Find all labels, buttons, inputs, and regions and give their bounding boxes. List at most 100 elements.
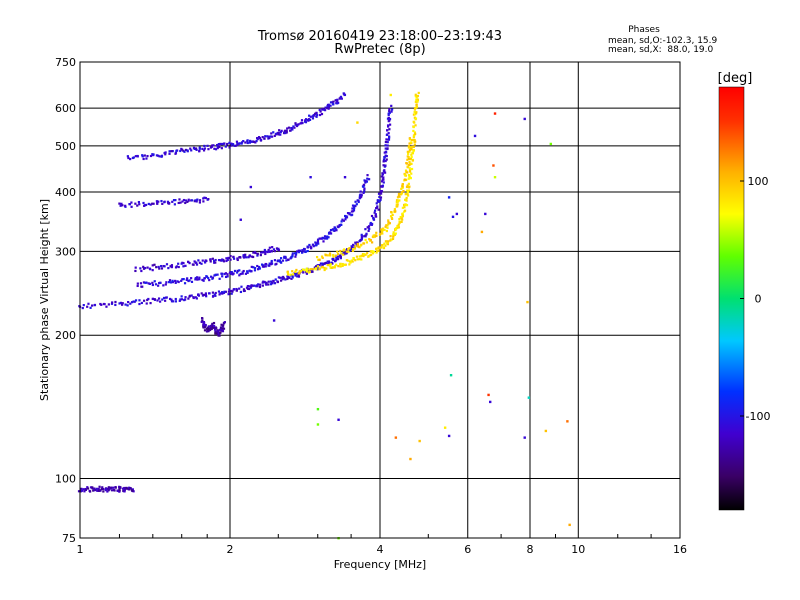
data-point	[398, 220, 401, 223]
data-point	[382, 160, 385, 163]
data-point	[244, 272, 248, 275]
data-point	[143, 266, 147, 270]
data-point	[163, 201, 166, 204]
data-point	[412, 136, 415, 139]
data-point	[326, 106, 329, 110]
data-point	[394, 228, 398, 231]
data-point	[83, 490, 86, 493]
data-point	[380, 192, 383, 195]
data-point	[332, 257, 335, 260]
data-point	[366, 252, 369, 255]
data-point	[172, 300, 175, 303]
data-point	[309, 175, 312, 179]
data-point	[304, 250, 307, 254]
data-point	[345, 252, 348, 255]
data-point	[348, 263, 351, 266]
data-point	[210, 145, 213, 148]
data-point	[110, 302, 114, 305]
data-point	[203, 260, 207, 263]
data-point	[222, 327, 226, 330]
data-point	[203, 326, 206, 329]
data-point	[300, 269, 303, 273]
data-point	[405, 162, 409, 165]
data-point	[169, 281, 173, 284]
data-point	[379, 232, 382, 235]
data-point	[155, 200, 159, 203]
data-point	[121, 302, 124, 305]
data-point	[137, 200, 140, 204]
data-point	[384, 171, 387, 174]
data-point	[266, 250, 269, 254]
data-point	[246, 284, 249, 288]
data-point	[196, 198, 199, 201]
data-point	[414, 132, 417, 136]
data-point	[289, 273, 292, 276]
data-point	[407, 157, 410, 160]
data-point	[337, 265, 340, 268]
data-point	[346, 212, 350, 215]
data-point	[389, 215, 393, 218]
data-point	[527, 396, 531, 399]
data-point	[195, 276, 199, 279]
data-point	[209, 260, 212, 263]
data-point	[160, 267, 164, 270]
data-point	[401, 206, 404, 209]
data-point	[268, 262, 271, 265]
data-point	[249, 139, 252, 143]
data-point	[377, 249, 380, 252]
data-point	[383, 151, 386, 154]
data-point	[236, 271, 239, 274]
data-point	[336, 250, 339, 253]
data-point	[329, 253, 332, 256]
data-point	[356, 242, 359, 246]
data-point	[337, 418, 340, 421]
data-point	[243, 289, 246, 292]
data-point	[195, 263, 199, 266]
data-point	[379, 246, 382, 249]
data-point	[355, 243, 358, 246]
data-point	[89, 486, 93, 489]
data-point	[313, 112, 317, 115]
data-point	[105, 305, 108, 308]
data-point	[362, 183, 365, 186]
data-point	[138, 203, 141, 206]
data-point	[131, 488, 134, 491]
data-point	[388, 119, 391, 122]
data-point	[386, 226, 389, 230]
data-point	[212, 321, 216, 325]
data-point	[387, 132, 390, 135]
data-point	[321, 237, 324, 240]
data-point	[336, 102, 339, 105]
data-point	[214, 327, 217, 330]
x-tick-label: 10	[571, 543, 585, 556]
tick-marks	[118, 534, 652, 538]
data-point	[187, 297, 190, 300]
data-point	[322, 240, 325, 243]
data-point	[371, 252, 375, 255]
data-point	[268, 135, 271, 138]
data-point	[412, 134, 416, 137]
data-point	[160, 154, 164, 157]
data-point	[168, 279, 172, 282]
data-point	[371, 250, 374, 253]
data-point	[253, 250, 257, 254]
data-point	[269, 135, 272, 138]
data-point	[493, 175, 497, 179]
data-point	[393, 208, 397, 211]
data-point	[337, 255, 340, 258]
data-point	[272, 248, 276, 251]
data-point	[232, 288, 235, 291]
data-point	[221, 272, 224, 275]
x-tick-labels: 1 2 4 6 8 10 16	[77, 543, 688, 556]
data-point	[375, 247, 378, 250]
data-point	[410, 155, 413, 158]
data-point	[390, 216, 393, 220]
data-point	[397, 223, 400, 226]
data-point	[179, 298, 182, 301]
data-point	[144, 281, 147, 284]
data-point	[386, 147, 389, 150]
data-point	[455, 212, 459, 216]
data-point	[401, 185, 404, 188]
data-point	[355, 203, 358, 206]
